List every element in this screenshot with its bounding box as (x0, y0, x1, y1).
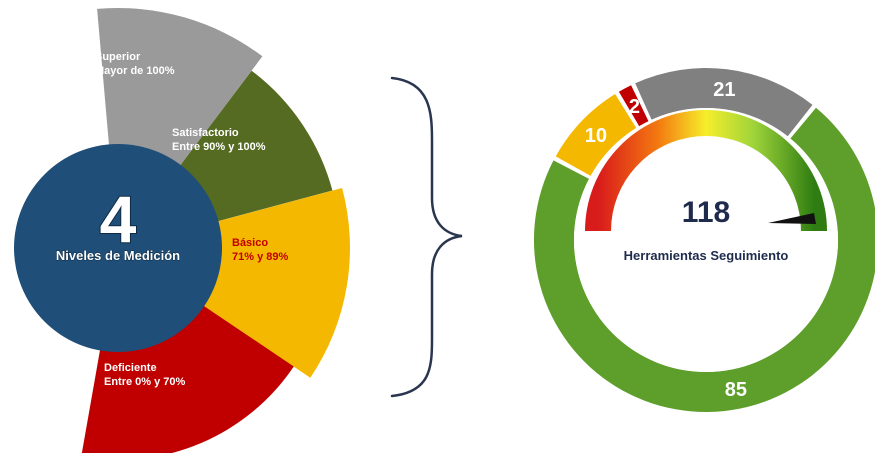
donut-label-2: 2 (629, 96, 640, 118)
center-circle (14, 144, 222, 352)
curly-bracket (390, 76, 463, 398)
donut-slice-2 (618, 85, 649, 127)
herramientas-donut-chart: 85 10 2 21 118 Herramientas Seguimiento (534, 68, 875, 412)
gauge-needle (768, 213, 816, 224)
donut-slice-85 (534, 107, 875, 412)
slice-superior-name: Superior (95, 51, 141, 63)
gauge-total: 118 (682, 196, 730, 229)
donut-labels: 85 10 2 21 (585, 79, 747, 401)
gauge-arc (585, 110, 827, 232)
gauge-caption: Herramientas Seguimiento (624, 248, 789, 263)
donut-slice-10 (555, 94, 637, 176)
slice-basico-name: Básico (232, 237, 268, 249)
center-text: Niveles de Medición (56, 248, 180, 263)
slice-deficiente-range: Entre 0% y 70% (104, 376, 186, 388)
slice-satisfactorio-name: Satisfactorio (172, 127, 239, 139)
donut-label-21: 21 (713, 79, 735, 101)
polar-slice-labels: Superior Mayor de 100% Satisfactorio Entre … (95, 51, 288, 388)
donut-label-85: 85 (725, 379, 747, 401)
slice-deficiente-name: Deficiente (104, 362, 157, 374)
slice-satisfactorio-range: Entre 90% y 100% (172, 141, 266, 153)
niveles-polar-chart: Superior Mayor de 100% Satisfactorio Entre … (14, 7, 350, 453)
donut-slice-21 (635, 68, 813, 137)
slice-basico-range: 71% y 89% (232, 251, 288, 263)
donut-label-10: 10 (585, 125, 607, 147)
center-number: 4 (100, 182, 137, 256)
donut-slices (534, 68, 875, 412)
slice-superior-range: Mayor de 100% (95, 65, 175, 77)
donut-inner (574, 108, 838, 372)
